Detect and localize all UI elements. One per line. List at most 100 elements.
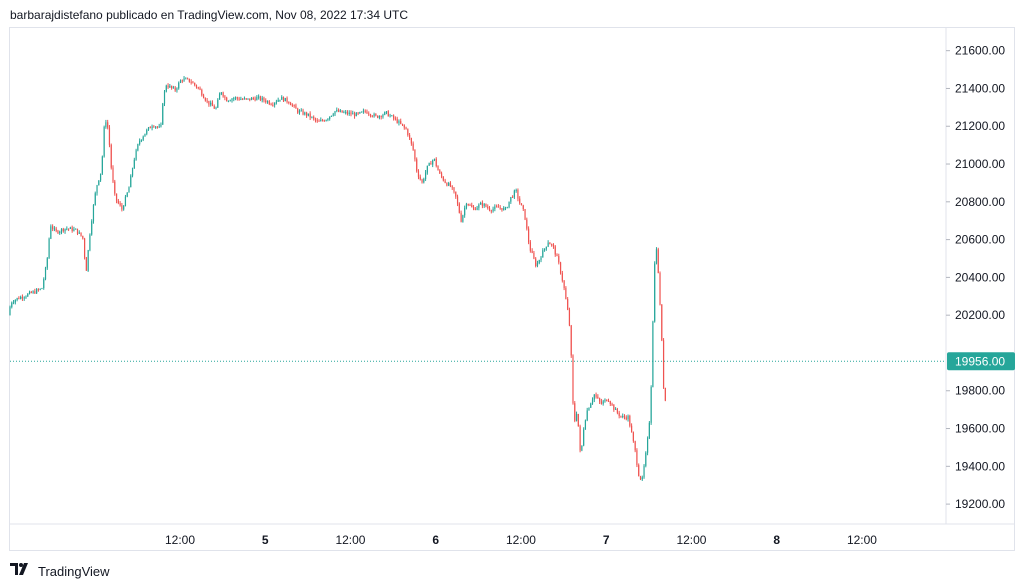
candle-body <box>341 110 343 113</box>
candle-body <box>448 183 450 186</box>
candle-body <box>558 256 560 263</box>
candle-body <box>233 98 235 100</box>
y-tick-label: 20400.00 <box>955 270 1005 284</box>
candle-body <box>185 78 187 80</box>
footer: TradingView <box>10 562 110 581</box>
candle-body <box>648 422 650 439</box>
candle-body <box>426 165 428 173</box>
candle-body <box>265 100 267 103</box>
candle-body <box>139 140 141 145</box>
candle-body <box>286 97 288 102</box>
y-tick-label: 19400.00 <box>955 459 1005 473</box>
candle-body <box>494 206 496 209</box>
candle-body <box>496 206 498 208</box>
candle-body <box>616 408 618 413</box>
candle-body <box>396 118 398 123</box>
candle-body <box>499 207 501 209</box>
candle-body <box>391 115 393 117</box>
candle-body <box>659 272 661 305</box>
candle-body <box>508 201 510 208</box>
candle-body <box>183 78 185 81</box>
candle-body <box>627 415 629 420</box>
candle-body <box>591 399 594 404</box>
candle-body <box>155 126 157 128</box>
candle-body <box>460 212 462 222</box>
last-price-badge <box>947 352 1015 371</box>
candle-body <box>412 143 414 150</box>
candle-body <box>377 115 379 118</box>
candle-body <box>428 163 430 166</box>
y-tick-label: 19200.00 <box>955 497 1005 511</box>
candle-body <box>236 97 238 99</box>
candle-body <box>472 207 475 209</box>
candle-body <box>535 258 537 266</box>
candle-body <box>615 408 617 410</box>
candle-body <box>662 340 665 388</box>
candle-body <box>105 122 107 128</box>
candle-body <box>599 398 601 402</box>
candle-body <box>135 150 137 160</box>
candle-body <box>602 401 604 404</box>
candle-body <box>153 126 155 128</box>
candle-body <box>449 183 452 187</box>
candle-body <box>393 115 395 119</box>
candle-body <box>654 263 656 322</box>
candle-body <box>242 99 244 101</box>
candle-body <box>531 250 533 253</box>
candle-body <box>485 204 487 207</box>
candle-body <box>414 149 416 160</box>
candle-body <box>117 200 119 204</box>
candle-body <box>133 159 135 169</box>
candle-body <box>211 102 214 107</box>
candle-body <box>547 242 549 247</box>
candle-body <box>366 111 368 114</box>
tradingview-logo-icon[interactable] <box>10 562 32 581</box>
candle-body <box>89 234 91 251</box>
candle-body <box>55 228 57 231</box>
candle-body <box>46 258 48 268</box>
candle-body <box>213 106 215 109</box>
candle-body <box>334 111 336 115</box>
candle-body <box>192 82 194 84</box>
candle-body <box>545 246 547 249</box>
candle-body <box>99 173 102 181</box>
candle-body <box>622 416 624 418</box>
candle-body <box>405 127 407 130</box>
candle-body <box>353 113 356 117</box>
x-tick-label: 12:00 <box>165 533 195 547</box>
candle-body <box>199 87 201 90</box>
candle-body <box>613 404 615 410</box>
candle-body <box>234 97 237 99</box>
candle-body <box>371 115 373 117</box>
candle-body <box>604 399 606 402</box>
candle-body <box>204 98 206 101</box>
candle-body <box>652 321 654 388</box>
candle-body <box>570 325 572 356</box>
candle-body <box>318 120 320 122</box>
y-tick-label: 20200.00 <box>955 308 1005 322</box>
candle-body <box>290 103 292 106</box>
candle-body <box>305 112 308 116</box>
candle-body <box>474 208 476 210</box>
candle-body <box>373 114 375 117</box>
candle-body <box>639 476 642 480</box>
candle-body <box>455 191 457 197</box>
x-tick-label: 7 <box>603 533 610 547</box>
candle-body <box>369 114 372 116</box>
last-price-line: 19956.00 <box>10 352 1015 371</box>
candle-body <box>636 450 638 466</box>
candle-body <box>483 204 485 206</box>
candle-body <box>339 110 341 112</box>
candle-body <box>440 173 443 177</box>
candle-body <box>64 228 66 232</box>
candle-body <box>364 110 366 112</box>
candle-body <box>401 123 404 126</box>
brand-label[interactable]: TradingView <box>38 564 110 579</box>
candle-body <box>332 114 334 116</box>
candle-body <box>565 288 567 300</box>
candle-body <box>314 118 317 121</box>
candle-body <box>641 477 643 480</box>
candle-body <box>126 192 128 197</box>
candle-body <box>542 250 544 258</box>
